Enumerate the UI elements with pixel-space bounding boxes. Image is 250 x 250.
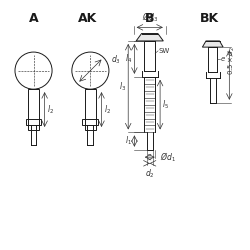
Polygon shape [202, 41, 223, 47]
Text: e: e [220, 56, 224, 62]
Bar [85, 89, 96, 130]
Text: $l_2$: $l_2$ [104, 103, 111, 116]
Text: $d_3$: $d_3$ [112, 53, 121, 66]
Text: BK: BK [200, 12, 218, 25]
Text: $l_5$: $l_5$ [162, 98, 169, 111]
Bar [26, 119, 42, 125]
Polygon shape [136, 34, 163, 41]
Text: $l_2$: $l_2$ [47, 103, 54, 116]
Text: AK: AK [78, 12, 98, 25]
Text: $l_3$: $l_3$ [119, 80, 126, 93]
Bar [82, 119, 98, 125]
Text: A: A [29, 12, 38, 25]
Text: SW: SW [159, 48, 170, 54]
Text: B: B [145, 12, 154, 25]
Text: $l_1$: $l_1$ [126, 135, 132, 147]
Text: $Ød_1$: $Ød_1$ [160, 150, 176, 164]
Text: $Ød_3$: $Ød_3$ [142, 10, 158, 24]
Text: $0.5 \times d_2$: $0.5 \times d_2$ [227, 46, 237, 75]
Text: $d_2$: $d_2$ [145, 167, 154, 179]
Text: $l_4$: $l_4$ [125, 52, 132, 65]
Bar [28, 89, 39, 130]
